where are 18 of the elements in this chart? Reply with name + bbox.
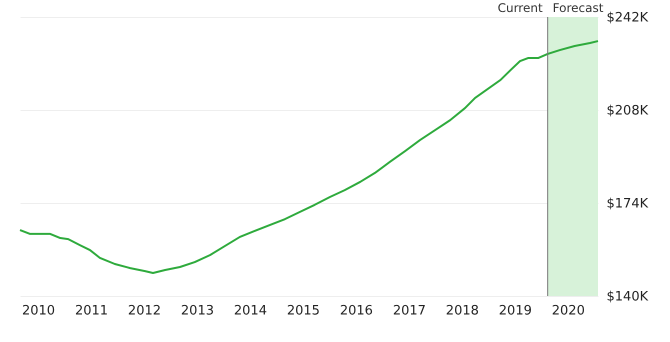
x-tick-label: 2020 (552, 304, 585, 318)
y-tick-label: $174K (606, 196, 649, 212)
x-tick-label: 2013 (180, 304, 214, 318)
y-tick-label: $140K (606, 290, 649, 304)
x-tick-label: 2017 (392, 304, 426, 318)
y-tick-label: $242K (606, 10, 649, 26)
x-tick-label: 2018 (446, 304, 479, 318)
ref-line-label: Current (498, 1, 543, 15)
x-tick-label: 2019 (498, 304, 532, 318)
x-tick-label: 2010 (22, 304, 56, 318)
x-tick-label: 2015 (286, 304, 320, 318)
band-label: Forecast (552, 1, 604, 15)
x-tick-label: 2012 (128, 304, 162, 318)
line-series (19, 40, 599, 274)
y-tick-label: $208K (606, 104, 649, 118)
x-tick-label: 2011 (74, 304, 108, 318)
x-tick-label: 2016 (340, 304, 373, 318)
x-tick-label: 2014 (234, 304, 267, 318)
